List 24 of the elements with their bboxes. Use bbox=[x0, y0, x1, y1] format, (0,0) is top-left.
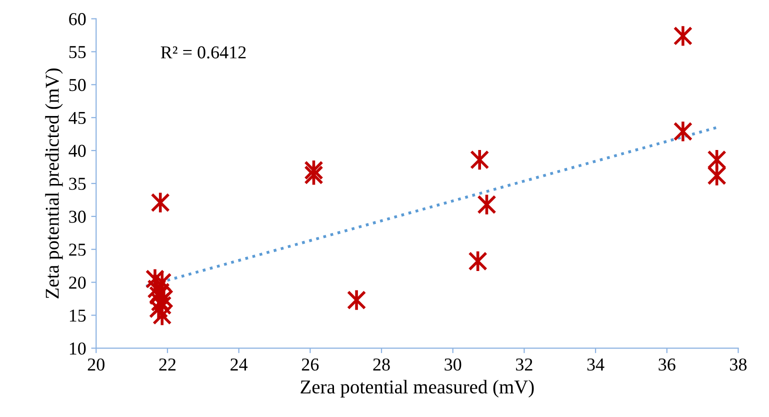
x-tick-label: 32 bbox=[516, 358, 532, 371]
y-tick-label: 60 bbox=[69, 13, 86, 26]
x-axis-title: Zera potential measured (mV) bbox=[300, 380, 534, 398]
y-tick-label: 40 bbox=[68, 144, 86, 157]
y-tick-label: 15 bbox=[70, 310, 86, 322]
x-tick-label: 30 bbox=[444, 358, 462, 371]
y-axis-title: Zeta potential predicted (mV) bbox=[45, 68, 63, 298]
y-tick-label: 10 bbox=[70, 342, 86, 355]
y-tick-label: 45 bbox=[68, 112, 86, 124]
annotation: R² = 0.6412 bbox=[160, 46, 246, 59]
x-tick-label: 34 bbox=[587, 358, 604, 371]
x-tick-label: 20 bbox=[88, 358, 104, 371]
x-tick-label: 24 bbox=[230, 358, 248, 370]
x-tick-label: 36 bbox=[658, 358, 676, 371]
x-tick-label: 22 bbox=[159, 358, 176, 370]
y-tick-label: 20 bbox=[69, 276, 86, 289]
x-tick-label: 38 bbox=[730, 358, 747, 371]
y-tick-label: 35 bbox=[69, 178, 86, 190]
y-tick-label: 55 bbox=[69, 46, 86, 58]
x-tick-label: 28 bbox=[373, 358, 390, 371]
x-tick-label: 26 bbox=[302, 358, 319, 371]
y-tick-label: 25 bbox=[69, 244, 86, 256]
y-tick-label: 50 bbox=[69, 78, 86, 92]
y-tick-label: 30 bbox=[69, 210, 86, 223]
